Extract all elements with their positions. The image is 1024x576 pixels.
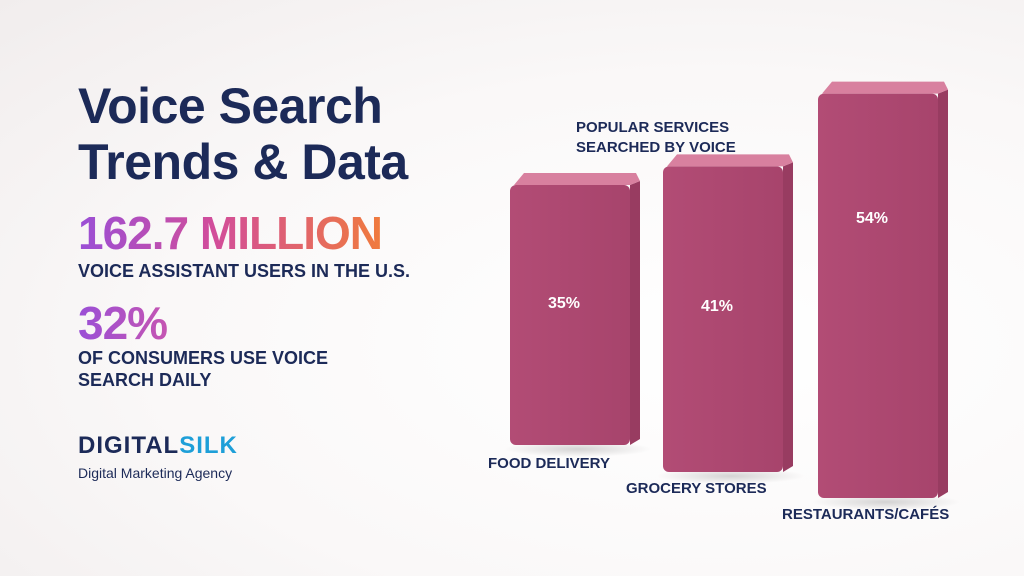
category-label: FOOD DELIVERY: [488, 455, 610, 472]
bar-side: [630, 181, 640, 445]
category-label: GROCERY STORES: [626, 480, 767, 497]
stat-daily-label-line-2: SEARCH DAILY: [78, 370, 212, 390]
bar-top: [822, 81, 948, 94]
category-label: RESTAURANTS/CAFÉS: [782, 506, 949, 523]
stat-users-label: VOICE ASSISTANT USERS IN THE U.S.: [78, 261, 411, 281]
bar: [663, 166, 783, 472]
chart-title: POPULAR SERVICES SEARCHED BY VOICE: [576, 118, 736, 158]
bar-value-label: 35%: [548, 295, 580, 312]
stat-daily-label: OF CONSUMERS USE VOICE SEARCH DAILY: [78, 347, 328, 391]
title-line-1: Voice Search: [78, 78, 383, 134]
logo-word-silk: SILK: [179, 432, 238, 459]
stat-users-value: 162.7 MILLION: [78, 207, 383, 259]
stat-daily-value: 32%: [78, 297, 168, 349]
logo-word-digital: DIGITAL: [78, 432, 180, 459]
chart-title-line-1: POPULAR SERVICES: [576, 119, 730, 136]
stat-daily-label-line-1: OF CONSUMERS USE VOICE: [78, 348, 329, 368]
digitalsilk-logo: DIGITALSILK Digital Marketing Agency: [78, 432, 308, 482]
bar-top: [667, 154, 793, 167]
title-line-2: Trends & Data: [78, 134, 408, 190]
bar-value-label: 41%: [701, 298, 733, 315]
logo-tagline: Digital Marketing Agency: [78, 465, 233, 481]
bar-top: [514, 173, 640, 185]
bar-value-label: 54%: [856, 210, 888, 227]
chart-title-line-2: SEARCHED BY VOICE: [576, 139, 736, 156]
bar-side: [938, 89, 948, 498]
bar: [818, 93, 938, 498]
logo-wordmark: DIGITALSILK: [78, 432, 308, 460]
bar-side: [783, 162, 793, 472]
bar: [510, 185, 630, 445]
page-title: Voice Search Trends & Data: [78, 78, 408, 190]
